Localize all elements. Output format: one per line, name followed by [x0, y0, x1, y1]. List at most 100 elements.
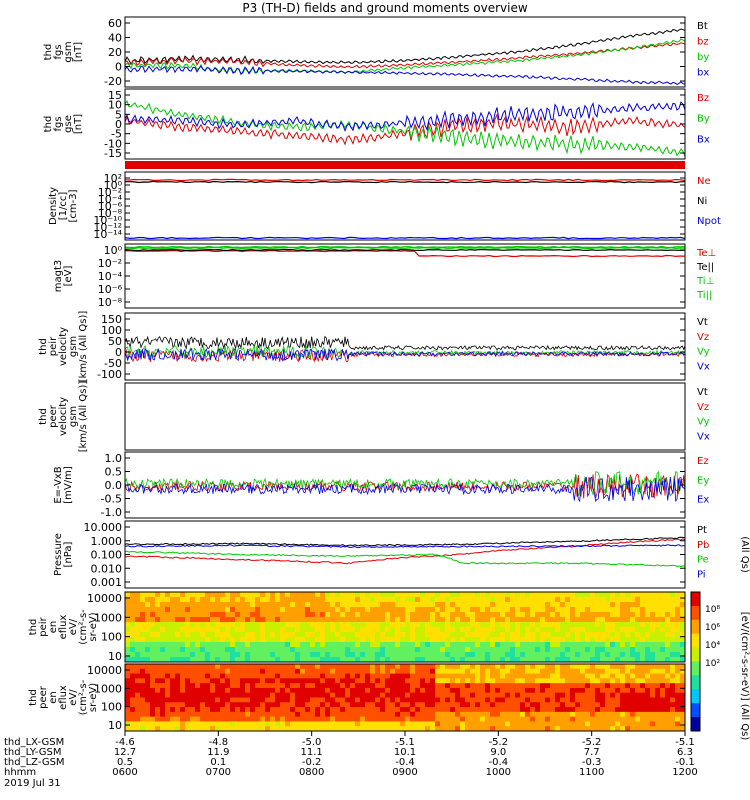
heatmap-cell: [410, 668, 416, 674]
heatmap-cell: [605, 668, 611, 674]
time-axis-row-label: thd_LY-GSM: [4, 747, 61, 758]
heatmap-cell: [475, 632, 481, 638]
heatmap-cell: [640, 642, 646, 648]
heatmap-cell: [660, 647, 666, 653]
heatmap-cell: [600, 652, 606, 658]
heatmap-cell: [400, 592, 406, 598]
heatmap-cell: [430, 683, 436, 689]
heatmap-cell: [270, 622, 276, 628]
heatmap-cell: [395, 673, 401, 679]
heatmap-cell: [525, 597, 531, 603]
heatmap-cell: [315, 612, 321, 618]
heatmap-cell: [255, 668, 261, 674]
heatmap-cell: [250, 707, 256, 713]
heatmap-cell: [545, 668, 551, 674]
series-Bz: [125, 113, 685, 146]
heatmap-cell: [435, 702, 441, 708]
legend-Vz: Vz: [697, 332, 709, 343]
heatmap-cell: [420, 592, 426, 598]
heatmap-cell: [665, 642, 671, 648]
heatmap-cell: [510, 668, 516, 674]
heatmap-cell: [365, 711, 371, 718]
heatmap-cell: [500, 664, 506, 670]
heatmap-cell: [340, 607, 346, 613]
heatmap-cell: [590, 592, 596, 598]
heatmap-cell: [465, 707, 471, 713]
heatmap-cell: [300, 597, 306, 603]
heatmap-cell: [505, 622, 511, 628]
heatmap-cell: [245, 726, 251, 731]
heatmap-cell: [625, 612, 631, 618]
heatmap-cell: [290, 592, 296, 598]
heatmap-cell: [625, 652, 631, 658]
heatmap-cell: [290, 702, 296, 708]
heatmap-cell: [260, 726, 266, 731]
heatmap-cell: [645, 668, 651, 674]
heatmap-cell: [415, 657, 421, 662]
heatmap-cell: [130, 647, 136, 653]
heatmap-cell: [280, 647, 286, 653]
y-tick-label: -1.0: [101, 506, 122, 519]
heatmap-cell: [665, 678, 671, 684]
heatmap-cell: [535, 632, 541, 638]
heatmap-cell: [505, 716, 511, 722]
heatmap-cell: [245, 716, 251, 722]
heatmap-cell: [515, 642, 521, 648]
heatmap-cell: [350, 632, 356, 638]
heatmap-cell: [295, 678, 301, 684]
heatmap-cell: [210, 637, 216, 643]
heatmap-cell: [420, 622, 426, 628]
heatmap-cell: [640, 726, 646, 731]
heatmap-cell: [190, 657, 196, 662]
heatmap-cell: [205, 607, 211, 613]
heatmap-cell: [250, 602, 256, 608]
heatmap-cell: [195, 692, 201, 698]
heatmap-cell: [320, 632, 326, 638]
heatmap-cell: [605, 627, 611, 633]
heatmap-cell: [615, 657, 621, 662]
heatmap-cell: [140, 702, 146, 708]
heatmap-cell: [385, 637, 391, 643]
heatmap-cell: [635, 602, 641, 608]
heatmap-cell: [645, 642, 651, 648]
heatmap-cell: [395, 647, 401, 653]
heatmap-cell: [175, 602, 181, 608]
heatmap-cell: [475, 637, 481, 643]
heatmap-cell: [175, 711, 181, 718]
heatmap-cell: [265, 642, 271, 648]
heatmap-cell: [320, 647, 326, 653]
heatmap-cell: [525, 707, 531, 713]
heatmap-cell: [505, 707, 511, 713]
heatmap-cell: [235, 642, 241, 648]
heatmap-cell: [125, 711, 131, 718]
heatmap-cell: [340, 702, 346, 708]
heatmap-cell: [250, 692, 256, 698]
heatmap-cell: [620, 627, 626, 633]
heatmap-cell: [515, 617, 521, 623]
heatmap-cell: [145, 716, 151, 722]
heatmap-cell: [400, 627, 406, 633]
heatmap-cell: [615, 716, 621, 722]
heatmap-cell: [380, 617, 386, 623]
heatmap-cell: [260, 711, 266, 718]
y-tick-label: 10.000: [84, 521, 123, 534]
heatmap-cell: [230, 673, 236, 679]
heatmap-cell: [675, 664, 681, 670]
heatmap-cell: [270, 721, 276, 727]
heatmap-cell: [355, 622, 361, 628]
heatmap-cell: [400, 622, 406, 628]
heatmap-cell: [580, 657, 586, 662]
heatmap-cell: [545, 683, 551, 689]
heatmap-cell: [360, 726, 366, 731]
heatmap-cell: [290, 711, 296, 718]
heatmap-cell: [285, 602, 291, 608]
heatmap-cell: [285, 652, 291, 658]
heatmap-cell: [610, 692, 616, 698]
heatmap-cell: [225, 702, 231, 708]
heatmap-cell: [525, 678, 531, 684]
heatmap-cell: [555, 602, 561, 608]
heatmap-cell: [455, 642, 461, 648]
heatmap-cell: [315, 673, 321, 679]
heatmap-cell: [225, 673, 231, 679]
heatmap-cell: [305, 702, 311, 708]
